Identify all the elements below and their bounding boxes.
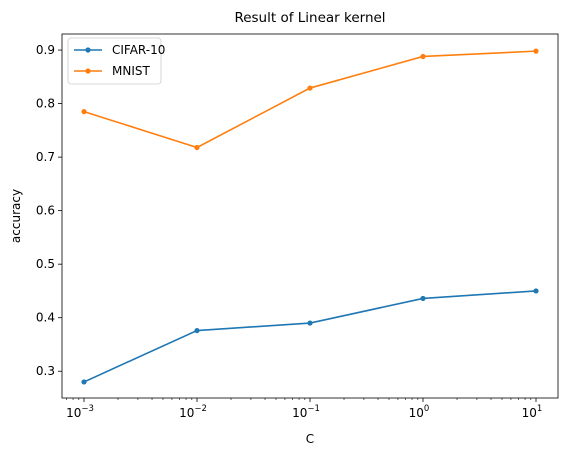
chart-title: Result of Linear kernel — [234, 10, 385, 26]
series-point-1 — [420, 53, 426, 60]
legend-label: CIFAR-10 — [112, 43, 165, 57]
series-point-1 — [81, 109, 87, 115]
y-tick-label: 0.9 — [36, 43, 55, 57]
legend-marker — [85, 47, 91, 53]
x-tick-exponent: 1 — [537, 404, 542, 414]
series-point-0 — [307, 320, 313, 326]
x-tick-base: 10 — [179, 406, 194, 420]
series-point-0 — [194, 327, 200, 334]
y-tick-label: 0.3 — [36, 364, 55, 378]
series-layer — [81, 48, 539, 385]
series-point-1 — [307, 85, 313, 91]
x-tick-label: 100 — [409, 404, 430, 420]
series-point-1 — [194, 144, 200, 151]
x-tick-label: 10−3 — [66, 404, 94, 420]
y-tick-label: 0.5 — [36, 257, 55, 271]
legend: CIFAR-10 MNIST — [67, 37, 165, 85]
x-axis-label: C — [306, 432, 314, 446]
y-tick-label: 0.6 — [36, 204, 55, 218]
x-tick-base: 10 — [66, 406, 81, 420]
x-tick-exponent: −1 — [307, 404, 320, 414]
series-line-0 — [83, 290, 537, 383]
x-tick-label: 10−1 — [292, 404, 320, 420]
x-tick-base: 10 — [522, 406, 537, 420]
x-tick-base: 10 — [409, 406, 424, 420]
x-axis: 10−3 10−2 10−1 100 101 — [66, 398, 542, 420]
legend-marker — [85, 68, 91, 74]
x-tick-exponent: 0 — [424, 404, 429, 414]
series-point-0 — [533, 288, 539, 294]
y-tick-label: 0.7 — [36, 150, 55, 164]
x-tick-label: 101 — [522, 404, 543, 420]
y-tick-label: 0.8 — [36, 97, 55, 111]
y-axis: 0.3 0.4 0.5 0.6 0.7 0.8 0.9 — [36, 43, 62, 378]
legend-label: MNIST — [112, 64, 150, 78]
x-tick-label: 10−2 — [179, 404, 207, 420]
series-point-1 — [533, 48, 539, 54]
series-point-0 — [420, 295, 426, 302]
y-tick-label: 0.4 — [36, 311, 55, 325]
y-axis-label: accuracy — [9, 189, 23, 243]
x-tick-exponent: −3 — [81, 404, 94, 414]
series-point-0 — [81, 379, 87, 385]
x-tick-exponent: −2 — [194, 404, 207, 414]
x-tick-base: 10 — [292, 406, 307, 420]
